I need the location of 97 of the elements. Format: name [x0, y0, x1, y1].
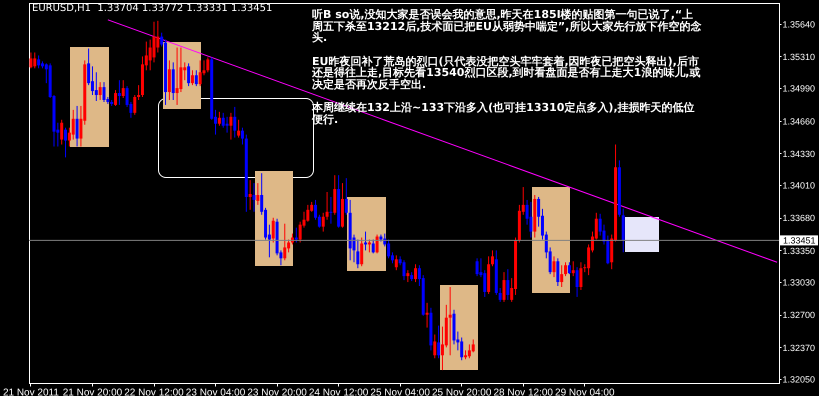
candlestick: [90, 66, 94, 96]
candlestick: [556, 258, 560, 287]
y-tick-label: 1.32700: [782, 310, 816, 320]
candlestick: [252, 182, 256, 212]
x-tick-label: 21 Nov 20:00: [62, 388, 123, 396]
candlestick: [572, 260, 575, 277]
candlestick: [306, 204, 310, 222]
y-tick-label: 1.34330: [782, 148, 816, 159]
candlestick: [368, 239, 371, 253]
candlestick: [114, 90, 118, 106]
candlestick: [298, 221, 302, 243]
candlestick: [102, 82, 106, 102]
candlestick: [552, 256, 556, 278]
candlestick: [448, 286, 452, 356]
candlestick: [233, 106, 236, 138]
candlestick: [283, 223, 286, 261]
candlestick: [240, 127, 244, 146]
candlestick: [118, 80, 121, 106]
x-tick-label: 25 Nov 20:00: [432, 388, 492, 396]
candlestick: [187, 62, 190, 87]
candlestick: [64, 127, 68, 158]
candlestick: [122, 80, 125, 98]
candlestick: [376, 234, 379, 254]
candlestick: [256, 182, 260, 206]
candlestick: [33, 52, 36, 69]
x-tick-label: 22 Nov 12:00: [124, 388, 184, 396]
ref-line-label: 1.33451: [783, 235, 816, 246]
x-tick-label: 29 Nov 04:00: [555, 388, 615, 396]
candlestick: [329, 196, 332, 224]
candlestick: [576, 266, 579, 298]
y-tick-label: 1.32050: [782, 374, 816, 385]
candlestick: [148, 39, 152, 71]
candlestick: [152, 21, 156, 63]
candlestick: [37, 54, 40, 69]
candlestick: [229, 112, 232, 140]
x-tick-label: 28 Nov 12:00: [493, 388, 554, 396]
x-tick-label: 23 Nov 04:00: [186, 388, 246, 396]
candlestick: [414, 264, 418, 283]
y-tick-label: 1.32370: [782, 342, 816, 353]
candlestick: [218, 111, 221, 126]
candlestick: [272, 217, 275, 243]
candlestick: [529, 201, 532, 238]
candlestick: [426, 302, 429, 328]
candlestick: [237, 119, 240, 138]
candlestick: [364, 231, 368, 251]
candlestick: [568, 262, 571, 275]
candlestick: [168, 60, 171, 100]
candlestick: [179, 47, 182, 93]
y-tick-label: 1.35640: [782, 19, 816, 30]
candlestick: [333, 174, 336, 216]
candlestick: [360, 237, 364, 267]
annotation: 听B so说,没知大家是否误会我的意思,昨天在185I楼的贴图第一句已说了,“上周五下杀至13212后,技术面已把EU从弱势中喘定”,所以大家先行放下作空的念头.: [312, 8, 702, 44]
candlestick: [190, 70, 194, 86]
candlestick: [560, 264, 564, 288]
y-tick-label: 1.33350: [782, 246, 816, 256]
candlestick: [294, 227, 298, 243]
candlestick: [356, 239, 360, 269]
candlestick: [406, 270, 410, 283]
y-tick-label: 1.34660: [782, 116, 816, 126]
y-tick-label: 1.34990: [782, 84, 816, 94]
candlestick: [372, 239, 375, 254]
x-tick-label: 21 Nov 2011: [2, 388, 60, 396]
candlestick: [76, 105, 79, 147]
candlestick: [437, 325, 440, 359]
x-tick-label: 24 Nov 12:00: [308, 388, 369, 396]
candlestick: [394, 254, 398, 271]
candlestick: [564, 262, 568, 277]
x-tick-label: 25 Nov 04:00: [370, 388, 430, 396]
candlestick: [322, 212, 325, 232]
x-tick-label: 23 Nov 20:00: [247, 388, 308, 396]
candlestick: [506, 268, 510, 300]
candlestick: [483, 270, 486, 298]
y-tick-label: 1.34010: [782, 180, 816, 191]
candlestick: [402, 260, 406, 281]
candlestick: [490, 250, 494, 267]
y-tick-label: 1.33030: [782, 278, 816, 288]
candlestick: [176, 47, 179, 106]
candlestick: [579, 262, 582, 290]
candlestick: [98, 82, 102, 100]
candlestick: [194, 70, 198, 87]
candlestick: [476, 258, 479, 277]
candlestick: [94, 72, 98, 102]
candlestick: [222, 112, 225, 128]
candlestick: [172, 62, 175, 100]
candlestick: [326, 192, 329, 220]
candlestick: [248, 180, 252, 210]
candlestick: [60, 119, 64, 146]
candlestick: [29, 52, 32, 69]
y-tick-label: 1.35310: [782, 52, 816, 62]
annotation: EU昨夜回补了荒岛的烈口(只代表没把空头牢牢套着,因昨夜已把空头释出),后市还是得往上走,目标先看13540烈口区段,到时看盘面是否有上走大1浪的味儿,或决定是否再次反手空出.: [312, 54, 702, 90]
candlestick: [433, 334, 436, 359]
candlestick: [468, 344, 471, 359]
candlestick: [226, 116, 229, 134]
candlestick: [502, 272, 506, 302]
candlestick: [198, 60, 202, 87]
candlestick: [206, 56, 210, 73]
y-tick-label: 1.33680: [782, 213, 816, 224]
